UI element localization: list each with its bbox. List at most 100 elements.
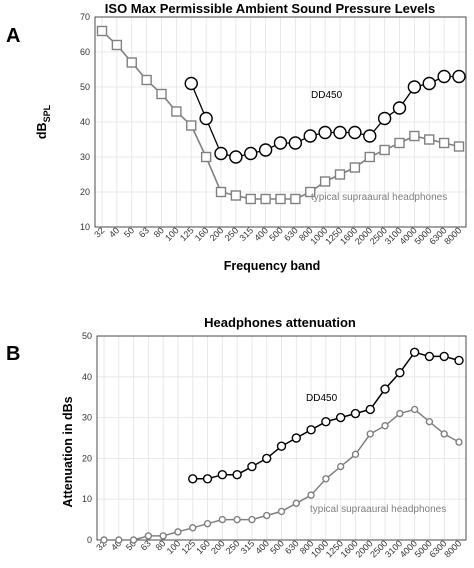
supraaural-data-point [440,430,448,438]
supraaural-data-point [349,162,361,173]
dd450-data-point [439,351,449,362]
panel-a-supraaural-label: typical supraaural headphones [311,192,447,203]
supraaural-data-point [277,507,286,516]
panel-b-ylabel-text: Attenuation in dBs [61,396,75,507]
dd450-data-point [247,461,257,472]
y-tick-label: 50 [80,82,90,92]
y-tick-label: 40 [80,117,90,127]
dd450-data-point [335,412,346,423]
dd450-data-point [454,355,464,366]
dd450-data-point [409,347,420,358]
dd450-data-point [407,80,422,94]
supraaural-data-point [215,186,227,198]
supraaural-data-point [364,151,375,163]
dd450-data-point [318,125,332,140]
axes-frame [96,335,467,541]
supraaural-data-point [203,519,212,528]
y-tick-label: 60 [80,47,90,57]
dd450-data-point [365,404,375,415]
supraaural-data-point [156,88,167,100]
x-tick-label: 125 [178,225,196,243]
panel-a-ylabel-sub: SPL [42,104,52,122]
dd450-data-point [276,441,287,451]
supraaural-data-point [438,137,450,149]
supraaural-data-point [115,536,123,544]
dd450-data-point [380,384,390,394]
dd450-data-point [303,129,317,143]
y-tick-label: 20 [82,453,92,463]
dd450-data-point [229,150,243,164]
supraaural-data-point [322,475,330,483]
y-tick-label: 0 [87,535,92,545]
dd450-data-point [232,470,242,480]
x-tick-label: 50 [122,225,136,239]
supraaural-data-point [379,144,390,156]
panel-b-dd450-label: DD450 [306,393,338,404]
x-tick-label: 100 [163,225,181,243]
x-tick-label: 400 [253,538,271,556]
supraaural-data-point [218,515,227,524]
supraaural-data-point [394,137,405,149]
panel-b: B Headphones attenuation Attenuation in … [6,315,467,560]
supraaural-data-point [351,450,360,459]
supraaural-data-point [200,151,212,163]
dd450-data-point [437,69,451,84]
x-tick-label: 8000 [442,225,463,246]
supraaural-data-point [141,74,152,86]
dd450-data-point [214,146,228,161]
x-tick-label: 8000 [442,538,463,559]
supraaural-data-point [292,499,300,507]
y-tick-label: 10 [80,222,90,232]
supraaural-data-point [275,193,286,205]
x-tick-label: 63 [139,538,153,552]
panel-a-ylabel-main: dB [35,122,49,139]
supraaural-data-point [111,39,123,51]
supraaural-data-point [409,130,420,142]
y-tick-label: 70 [80,12,90,22]
dd450-data-point [422,76,436,91]
y-tick-label: 30 [82,413,92,423]
dd450-data-point [392,101,407,115]
dd450-data-point [306,425,316,435]
x-tick-label: 250 [223,225,241,243]
supraaural-data-point [453,141,465,152]
dd450-data-point [258,143,273,157]
x-tick-label: 500 [268,538,286,556]
dd450-data-point [395,368,405,378]
panel-a-title: ISO Max Permissible Ambient Sound Pressu… [105,1,435,16]
dd450-data-point [199,111,213,126]
panel-a: A ISO Max Permissible Ambient Sound Pres… [6,1,467,273]
x-tick-label: 400 [252,225,270,243]
supraaural-data-point [230,190,242,201]
dd450-data-point [217,470,228,480]
dd450-data-point [321,416,331,427]
panel-a-ylabel: dBSPL [35,104,52,139]
supraaural-data-point [248,515,256,524]
supraaural-data-point [129,536,138,544]
dd450-data-point [348,125,362,140]
panel-a-xlabel: Frequency band [224,259,321,273]
dd450-data-point [288,136,303,150]
dd450-data-point [363,129,377,143]
x-tick-label: 200 [209,538,227,556]
axes-frame [94,16,467,228]
supraaural-data-point [126,57,137,68]
supraaural-data-point [159,532,167,540]
x-tick-label: 630 [283,538,301,556]
x-tick-label: 32 [92,225,106,239]
dd450-data-point [350,408,361,419]
x-tick-label: 100 [165,538,183,556]
svg-text:dBSPL: dBSPL [35,104,52,139]
dd450-data-point [424,351,435,362]
y-tick-label: 50 [82,331,92,341]
x-tick-label: 200 [208,225,226,243]
supraaural-data-point [96,25,108,37]
supraaural-data-point [174,528,182,536]
dd450-data-point [202,474,213,484]
supraaural-data-point [410,405,419,414]
x-tick-label: 40 [107,225,121,239]
dd450-data-point [273,136,288,150]
dd450-data-point [452,69,466,84]
